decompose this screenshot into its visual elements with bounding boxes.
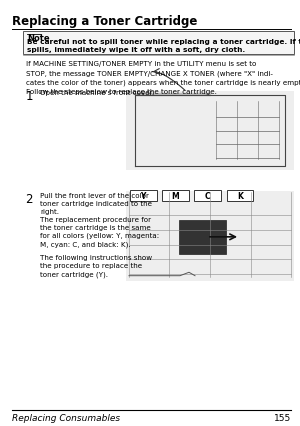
Text: C: C <box>205 192 211 201</box>
FancyBboxPatch shape <box>179 221 226 254</box>
Text: M: M <box>172 192 179 201</box>
Text: Follow the steps below to replace the toner cartridge.: Follow the steps below to replace the to… <box>26 89 216 95</box>
Text: Replacing Consumables: Replacing Consumables <box>12 413 120 422</box>
Text: Note: Note <box>27 34 50 43</box>
Polygon shape <box>135 94 210 96</box>
Text: Replacing a Toner Cartridge: Replacing a Toner Cartridge <box>12 15 197 28</box>
Text: Y: Y <box>141 192 146 201</box>
Text: The replacement procedure for
the toner cartridge is the same
for all colors (ye: The replacement procedure for the toner … <box>40 216 160 248</box>
Text: Be careful not to spill toner while replacing a toner cartridge. If toner
spills: Be careful not to spill toner while repl… <box>27 39 300 53</box>
Text: If MACHINE SETTING/TONER EMPTY in the UTILITY menu is set to: If MACHINE SETTING/TONER EMPTY in the UT… <box>26 61 256 67</box>
Text: STOP, the message TONER EMPTY/CHANGE X TONER (where "X" indi-: STOP, the message TONER EMPTY/CHANGE X T… <box>26 70 272 77</box>
Text: Pull the front lever of the color
toner cartridge indicated to the
right.: Pull the front lever of the color toner … <box>40 193 152 215</box>
FancyBboxPatch shape <box>226 191 253 202</box>
Text: 2: 2 <box>26 193 33 205</box>
FancyBboxPatch shape <box>22 32 294 55</box>
Text: cates the color of the toner) appears when the toner cartridge is nearly empty.: cates the color of the toner) appears wh… <box>26 80 300 86</box>
FancyBboxPatch shape <box>162 191 189 202</box>
Text: Open the machine’s front cover.: Open the machine’s front cover. <box>40 89 155 95</box>
Text: K: K <box>237 192 243 201</box>
Text: 155: 155 <box>274 413 291 422</box>
FancyBboxPatch shape <box>130 191 157 202</box>
FancyBboxPatch shape <box>194 191 221 202</box>
FancyBboxPatch shape <box>126 192 294 281</box>
Text: 1: 1 <box>26 89 33 102</box>
FancyBboxPatch shape <box>126 92 294 170</box>
Text: The following instructions show
the procedure to replace the
toner cartridge (Y): The following instructions show the proc… <box>40 255 153 277</box>
